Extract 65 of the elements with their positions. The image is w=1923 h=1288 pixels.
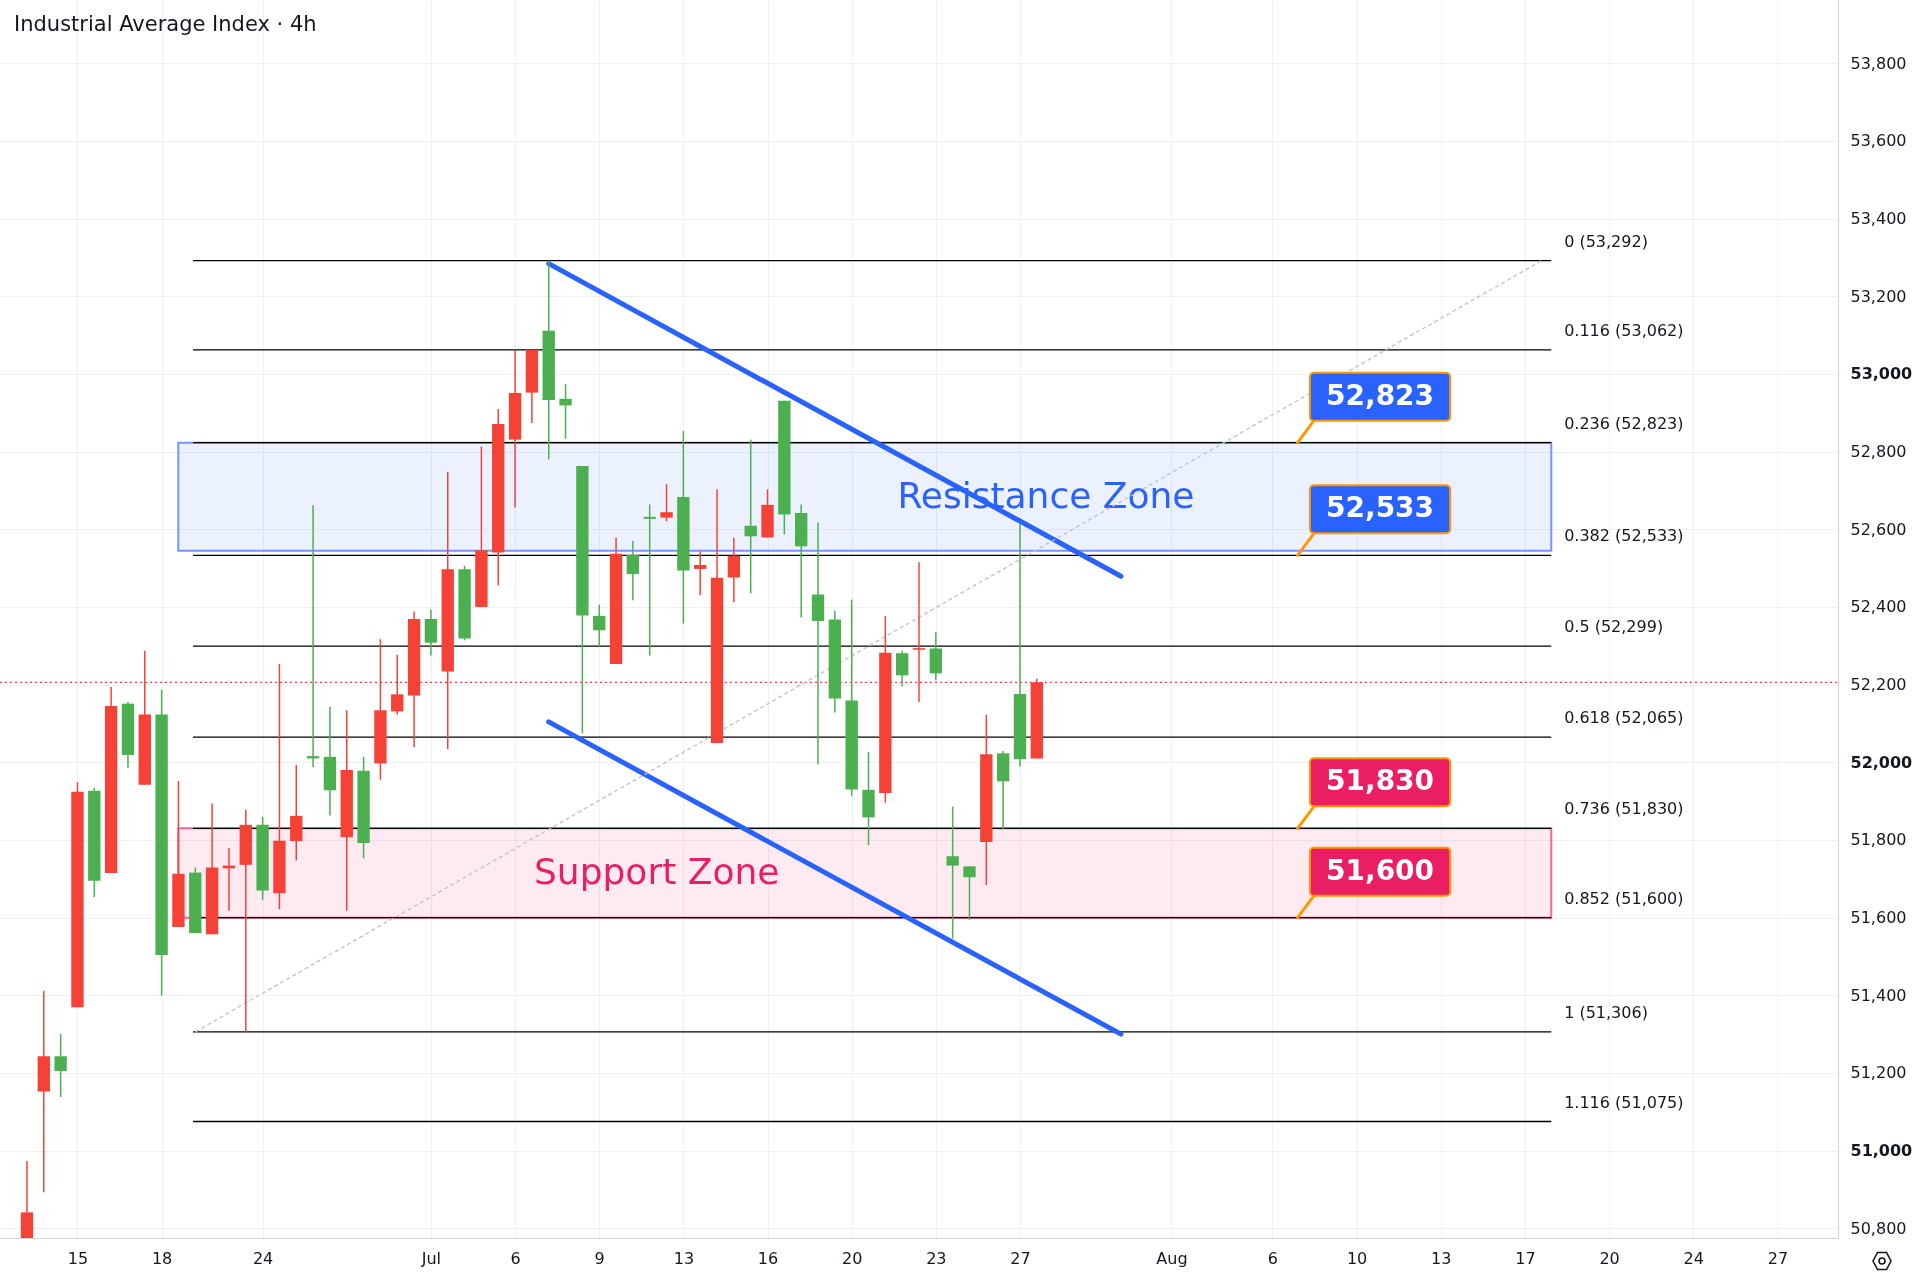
ref-line-label: 0 (53,292) xyxy=(1564,231,1648,251)
y-tick-label: 53,200 xyxy=(1850,286,1907,306)
x-tick-label: 20 xyxy=(1599,1248,1620,1268)
x-tick-label: 6 xyxy=(1267,1248,1279,1268)
ref-line-label: 0.618 (52,065) xyxy=(1564,708,1684,728)
candlestick xyxy=(811,521,825,766)
annotation: 52,823 xyxy=(1326,378,1435,412)
candlestick xyxy=(946,805,959,940)
x-tick-label: 24 xyxy=(1683,1248,1704,1268)
x-tick-label: 23 xyxy=(926,1248,947,1268)
text: Industrial Average Index · 4h xyxy=(14,12,317,36)
ref-line-label: 1 (51,306) xyxy=(1564,1002,1648,1022)
ref-line-label: 0.382 (52,533) xyxy=(1564,526,1684,546)
x-tick-label: 9 xyxy=(594,1248,605,1268)
candlestick xyxy=(963,865,976,921)
ref-line-label: 0.116 (53,062) xyxy=(1564,320,1684,340)
y-tick-label: 53,600 xyxy=(1850,131,1907,151)
y-tick-label: 51,600 xyxy=(1850,908,1907,928)
annotation: 51,600 xyxy=(1326,853,1435,887)
x-tick-label: 20 xyxy=(842,1248,863,1268)
x-tick-label: 24 xyxy=(252,1248,274,1268)
candlestick xyxy=(694,550,707,597)
x-tick-label: 6 xyxy=(510,1248,521,1268)
band-label: Support Zone xyxy=(533,850,780,892)
y-tick-label: 52,000 xyxy=(1850,752,1913,772)
ref-line-label: 0.852 (51,600) xyxy=(1564,888,1684,908)
x-tick-label: 16 xyxy=(757,1248,779,1268)
x-tick-label: 15 xyxy=(67,1248,89,1268)
y-tick-label: 53,800 xyxy=(1850,53,1907,73)
x-tick-label: Aug xyxy=(1156,1248,1188,1268)
y-tick-label: 50,800 xyxy=(1850,1218,1907,1238)
ref-line-label: 0.736 (51,830) xyxy=(1564,799,1684,819)
y-tick-label: 52,800 xyxy=(1850,442,1907,462)
ref-line-label: 0.236 (52,823) xyxy=(1564,413,1684,433)
annotation: 51,830 xyxy=(1326,764,1435,798)
candlestick xyxy=(626,540,640,602)
x-tick-label: 18 xyxy=(151,1248,173,1268)
candlestick xyxy=(744,438,757,595)
candlestick xyxy=(660,483,673,522)
candlestick xyxy=(593,603,606,648)
x-tick-label: 13 xyxy=(673,1248,695,1268)
candlestick xyxy=(895,649,909,687)
ref-line-label: 1.116 (51,075) xyxy=(1564,1092,1684,1112)
candlestick xyxy=(559,383,572,440)
x-tick-label: 27 xyxy=(1767,1248,1789,1268)
y-tick-label: 53,000 xyxy=(1850,364,1913,384)
x-tick-label: 27 xyxy=(1010,1248,1031,1268)
candlestick xyxy=(424,608,438,657)
y-tick-label: 53,400 xyxy=(1850,209,1907,229)
y-tick-label: 52,400 xyxy=(1850,597,1907,617)
annotation: 52,533 xyxy=(1326,491,1435,525)
candlestick xyxy=(727,537,741,604)
candlestick xyxy=(54,1033,67,1098)
candlestick xyxy=(643,503,656,657)
y-tick-label: 51,400 xyxy=(1850,985,1907,1005)
x-tick-label: Jul xyxy=(420,1248,442,1268)
x-tick-label: 13 xyxy=(1431,1248,1452,1268)
x-tick-label: 17 xyxy=(1515,1248,1536,1268)
y-tick-label: 52,600 xyxy=(1850,519,1907,539)
x-tick-label: 10 xyxy=(1346,1248,1368,1268)
y-tick-label: 51,200 xyxy=(1850,1063,1907,1083)
ref-line-label: 0.5 (52,299) xyxy=(1564,617,1664,637)
y-tick-label: 51,800 xyxy=(1850,830,1907,850)
y-tick-label: 52,200 xyxy=(1850,675,1907,695)
y-tick-label: 51,000 xyxy=(1850,1141,1913,1161)
